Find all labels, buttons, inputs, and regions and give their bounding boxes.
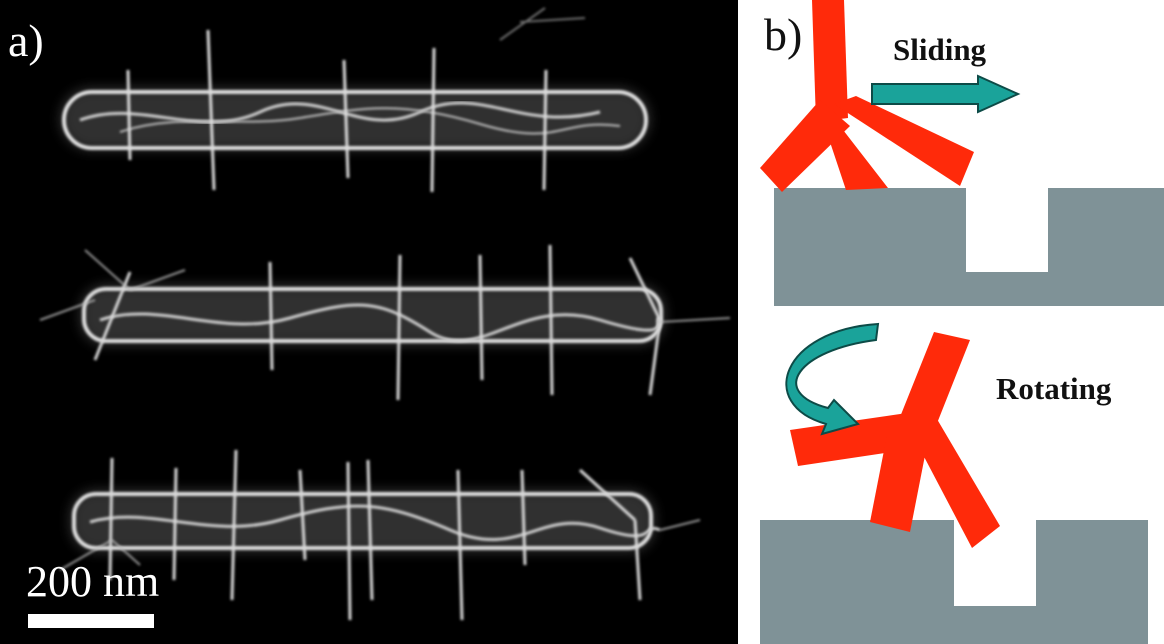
- panel-b-label: b): [764, 9, 803, 60]
- nanorod-3: [59, 449, 701, 621]
- sliding-caption: Sliding: [893, 32, 987, 67]
- micrograph-image: [39, 7, 731, 621]
- sliding-arrow: [871, 74, 1021, 114]
- panel-a-label: a): [8, 15, 44, 66]
- nanorod-1: [60, 29, 650, 193]
- particle-sliding: [760, 0, 974, 192]
- micrograph-panel: a) 200 nm: [0, 0, 738, 644]
- stray-filament: [499, 7, 586, 41]
- schematic-panel: b) Sliding Rotating: [738, 0, 1164, 644]
- rotating-caption: Rotating: [996, 371, 1112, 406]
- nanorod-2: [39, 244, 731, 401]
- schematic-drawing: [760, 0, 1164, 644]
- substrate-bottom: [760, 520, 1148, 644]
- rotating-arrow: [785, 322, 880, 436]
- particle-rotating: [790, 332, 1000, 548]
- substrate-top: [774, 188, 1164, 306]
- scale-bar: [28, 614, 154, 628]
- scale-bar-label: 200 nm: [26, 557, 160, 606]
